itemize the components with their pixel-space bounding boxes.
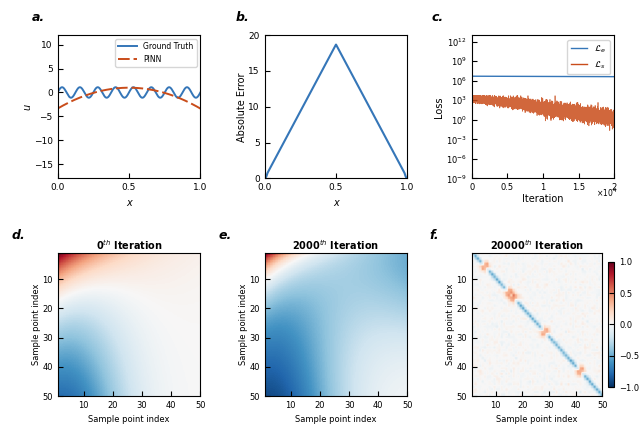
- X-axis label: x: x: [333, 198, 339, 208]
- Title: 0$^{th}$ Iteration: 0$^{th}$ Iteration: [95, 238, 163, 252]
- PINN: [152, 88, 159, 93]
- Legend: Ground Truth, PINN: Ground Truth, PINN: [115, 39, 196, 67]
- Legend: $\mathcal{L}_e$, $\mathcal{L}_s$: $\mathcal{L}_e$, $\mathcal{L}_s$: [567, 40, 610, 74]
- Y-axis label: Absolute Error: Absolute Error: [237, 72, 247, 142]
- Text: d.: d.: [12, 228, 26, 242]
- Y-axis label: u: u: [22, 104, 33, 110]
- Ground Truth: [68, 95, 76, 100]
- PINN: [165, 92, 173, 97]
- Text: $\times10^4$: $\times10^4$: [596, 187, 617, 199]
- PINN: [68, 98, 76, 103]
- Text: a.: a.: [32, 11, 45, 24]
- Text: b.: b.: [236, 11, 250, 24]
- Ground Truth: [156, 95, 164, 100]
- Y-axis label: Sample point index: Sample point index: [445, 284, 455, 365]
- PINN: [196, 106, 204, 111]
- Text: f.: f.: [430, 228, 440, 242]
- Ground Truth: [168, 87, 175, 92]
- PINN: [54, 106, 61, 111]
- Ground Truth: [165, 84, 173, 90]
- X-axis label: Iteration: Iteration: [522, 194, 564, 204]
- PINN: [111, 86, 119, 91]
- Y-axis label: Sample point index: Sample point index: [239, 284, 248, 365]
- Y-axis label: Sample point index: Sample point index: [32, 284, 41, 365]
- Ground Truth: [94, 84, 102, 90]
- Ground Truth: [54, 90, 61, 95]
- Ground Truth: [116, 91, 124, 96]
- PINN: [125, 85, 132, 90]
- Ground Truth: [111, 84, 119, 90]
- X-axis label: Sample point index: Sample point index: [88, 415, 170, 425]
- Line: Ground Truth: Ground Truth: [58, 87, 200, 98]
- Ground Truth: [152, 90, 159, 95]
- X-axis label: Sample point index: Sample point index: [295, 415, 377, 425]
- PINN: [116, 85, 124, 91]
- Text: c.: c.: [431, 11, 444, 24]
- Ground Truth: [196, 90, 204, 95]
- X-axis label: Sample point index: Sample point index: [496, 415, 578, 425]
- Y-axis label: Loss: Loss: [435, 96, 444, 117]
- Title: 20000$^{th}$ Iteration: 20000$^{th}$ Iteration: [490, 238, 584, 252]
- Text: e.: e.: [219, 228, 232, 242]
- Title: 2000$^{th}$ Iteration: 2000$^{th}$ Iteration: [292, 238, 380, 252]
- Line: PINN: PINN: [58, 88, 200, 109]
- X-axis label: x: x: [126, 198, 132, 208]
- PINN: [168, 92, 175, 98]
